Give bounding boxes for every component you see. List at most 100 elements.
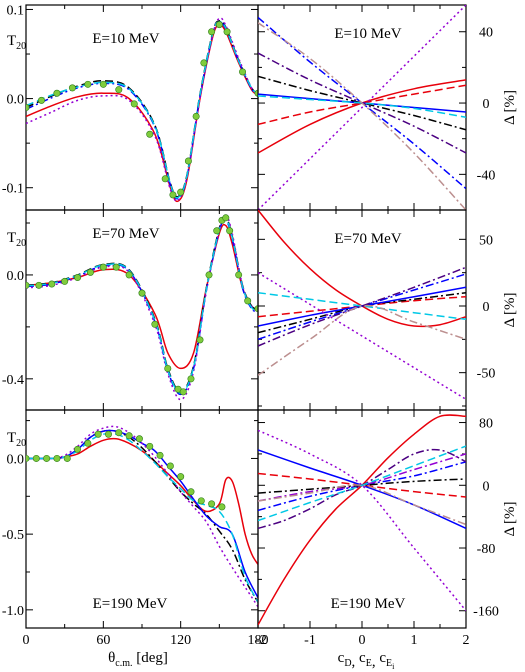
series-line-red-solid xyxy=(258,79,466,154)
panel-label: E=190 MeV xyxy=(93,596,168,612)
y-tick-label: -40 xyxy=(477,168,496,183)
series-line-black-dash xyxy=(26,216,258,393)
data-point xyxy=(213,227,221,235)
data-point xyxy=(215,21,223,29)
x-axis-title-main: c xyxy=(379,650,386,666)
panel-right-middle: -50 0 50 E=70 MeV Δ [%] xyxy=(257,209,518,411)
series-line-tan-dashdot xyxy=(258,484,466,526)
series-line-cyan-dash xyxy=(26,20,258,199)
series-line-purple-dot xyxy=(26,425,258,608)
series-line-tan-dashdot xyxy=(258,304,466,376)
data-point xyxy=(197,497,205,505)
series-line-indigo-dashdot xyxy=(258,266,466,347)
y-tick-label: 0 xyxy=(483,479,490,494)
series-line-cyan-dash xyxy=(258,445,466,522)
x-tick-label: 120 xyxy=(170,633,191,648)
y-axis-title: T20 xyxy=(7,430,26,449)
x-tick-label: -2 xyxy=(255,633,267,648)
data-point xyxy=(223,28,231,36)
y-tick-label: -80 xyxy=(477,542,496,557)
data-point xyxy=(115,86,123,94)
data-point xyxy=(32,454,40,462)
data-point xyxy=(125,271,133,279)
y-tick-label: 80 xyxy=(479,417,493,432)
series-line-black-dashdot xyxy=(258,291,466,334)
x-axis-title-sub: c.m. xyxy=(115,658,132,669)
data-point xyxy=(244,297,252,305)
series-group xyxy=(258,414,466,626)
series-line-purple-dot xyxy=(258,429,466,612)
panel-label: E=10 MeV xyxy=(334,26,401,42)
data-point xyxy=(115,429,123,437)
data-point xyxy=(226,227,234,235)
y-tick-label: -160 xyxy=(473,605,499,620)
series-line-red-solid xyxy=(258,210,466,328)
data-point xyxy=(48,280,56,288)
data-point xyxy=(125,432,133,440)
x-tick-label: 60 xyxy=(96,633,110,648)
series-group xyxy=(26,17,258,203)
data-point xyxy=(218,503,226,511)
series-line-cyan-dash xyxy=(258,291,466,321)
panel-left-middle: -0.4 0.0 E=70 MeV T20 xyxy=(2,209,259,411)
data-point xyxy=(84,80,92,88)
data-point xyxy=(138,289,146,297)
x-tick-label: 2 xyxy=(463,633,470,648)
data-point xyxy=(53,89,61,97)
y-tick-label: -0.1 xyxy=(2,182,24,197)
series-line-purple-dot xyxy=(26,214,258,401)
data-point xyxy=(164,364,172,372)
x-axis-title: cD, cE, cEi xyxy=(338,650,395,671)
series-line-blue-solid xyxy=(258,286,466,327)
data-point xyxy=(104,430,112,438)
y-axis-title-main: T xyxy=(7,33,16,49)
series-line-blue-solid xyxy=(26,429,258,599)
data-point xyxy=(166,462,174,470)
y-axis-title: Δ [%] xyxy=(502,90,518,125)
data-point xyxy=(61,277,69,285)
y-tick-label: -50 xyxy=(477,367,496,382)
data-point xyxy=(196,336,204,344)
x-axis-title-sub: E xyxy=(366,658,372,669)
data-point xyxy=(130,100,138,108)
panel-right-top: -40 0 40 E=10 MeV Δ [%] xyxy=(257,4,518,211)
series-line-cyan-dash xyxy=(26,432,258,603)
y-axis-title-main: T xyxy=(7,230,16,246)
series-line-tan-dashdot xyxy=(258,22,466,210)
series-group xyxy=(258,210,466,400)
series-line-blue-solid xyxy=(258,449,466,530)
series-line-cyan-dash xyxy=(26,217,258,394)
panel-label: E=70 MeV xyxy=(92,226,159,242)
y-tick-label: 0.0 xyxy=(7,269,25,284)
data-point xyxy=(222,214,230,222)
series-line-black-dashdot xyxy=(258,478,466,494)
data-point xyxy=(37,96,45,104)
panel-label: E=10 MeV xyxy=(92,31,159,47)
data-point xyxy=(254,305,258,313)
x-axis-title-sep: , xyxy=(352,654,360,670)
data-point xyxy=(161,175,169,183)
data-point xyxy=(146,130,154,138)
data-point xyxy=(74,274,82,282)
data-point xyxy=(86,268,94,276)
data-point xyxy=(208,500,216,508)
x-tick-label: 1 xyxy=(411,633,418,648)
x-tick-label: -1 xyxy=(304,633,316,648)
y-axis-title: T20 xyxy=(7,33,26,52)
data-point xyxy=(184,157,192,165)
data-point xyxy=(112,263,120,271)
x-axis-title-sep: , xyxy=(372,654,380,670)
series-line-purple-dot xyxy=(258,272,466,400)
y-axis-title: Δ [%] xyxy=(502,501,518,536)
data-point xyxy=(26,454,30,462)
series-line-blue-dashdot xyxy=(258,273,466,341)
y-axis-title: T20 xyxy=(7,230,26,249)
data-point xyxy=(205,271,213,279)
data-point xyxy=(35,281,43,289)
y-axis-title-sub: 20 xyxy=(16,238,26,249)
data-point xyxy=(43,454,51,462)
series-line-blue-dashdot xyxy=(26,219,258,396)
y-axis-title-main: T xyxy=(7,430,16,446)
data-point xyxy=(200,59,208,67)
